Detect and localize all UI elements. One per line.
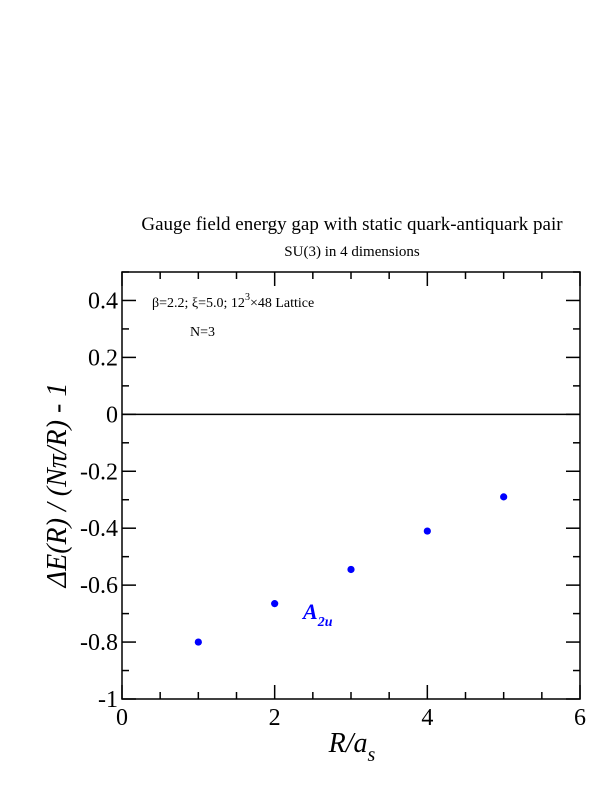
y-tick-label: 0.4 <box>88 288 118 314</box>
axis-ticks <box>121 271 581 700</box>
x-axis-label: R/as <box>328 728 376 766</box>
y-tick-label: -0.6 <box>80 573 118 599</box>
data-points <box>194 493 508 646</box>
chart-title: Gauge field energy gap with static quark… <box>141 214 563 235</box>
x-tick-label: 6 <box>574 705 586 731</box>
y-tick-label: -0.2 <box>80 459 118 485</box>
chart-subtitle: SU(3) in 4 dimensions <box>284 244 420 260</box>
params-annotation: β=2.2; ξ=5.0; 123×48 Lattice <box>152 292 314 311</box>
params-prefix: β=2.2; ξ=5.0; 12 <box>152 296 245 311</box>
x-axis-label-sub: s <box>368 744 376 766</box>
data-point <box>500 493 508 501</box>
params-suffix: ×48 Lattice <box>250 296 314 311</box>
y-tick-label: 0.2 <box>88 345 118 371</box>
params-superscript: 3 <box>245 292 250 303</box>
x-tick-label: 0 <box>116 705 128 731</box>
y-tick-label: 0 <box>106 402 118 428</box>
y-tick-label: -0.8 <box>80 630 118 656</box>
series-label-main: A <box>301 599 318 624</box>
data-point <box>194 638 202 646</box>
data-point <box>347 565 355 574</box>
n-annotation: N=3 <box>190 325 215 340</box>
series-label: A2u <box>301 599 333 630</box>
x-tick-labels: 0 2 4 6 <box>116 705 586 731</box>
x-axis-label-main: R/a <box>328 728 368 759</box>
x-tick-label: 2 <box>269 705 281 731</box>
data-point <box>271 600 279 608</box>
y-tick-label: -1 <box>98 687 118 713</box>
x-tick-label: 4 <box>421 705 433 731</box>
y-axis-label: ΔE(R) / (Nπ/R) - 1 <box>42 383 73 589</box>
data-point <box>423 527 431 535</box>
y-tick-labels: -1 -0.8 -0.6 -0.4 -0.2 0 0.2 0.4 <box>80 288 118 713</box>
y-tick-label: -0.4 <box>80 516 118 542</box>
series-label-sub: 2u <box>317 615 333 630</box>
